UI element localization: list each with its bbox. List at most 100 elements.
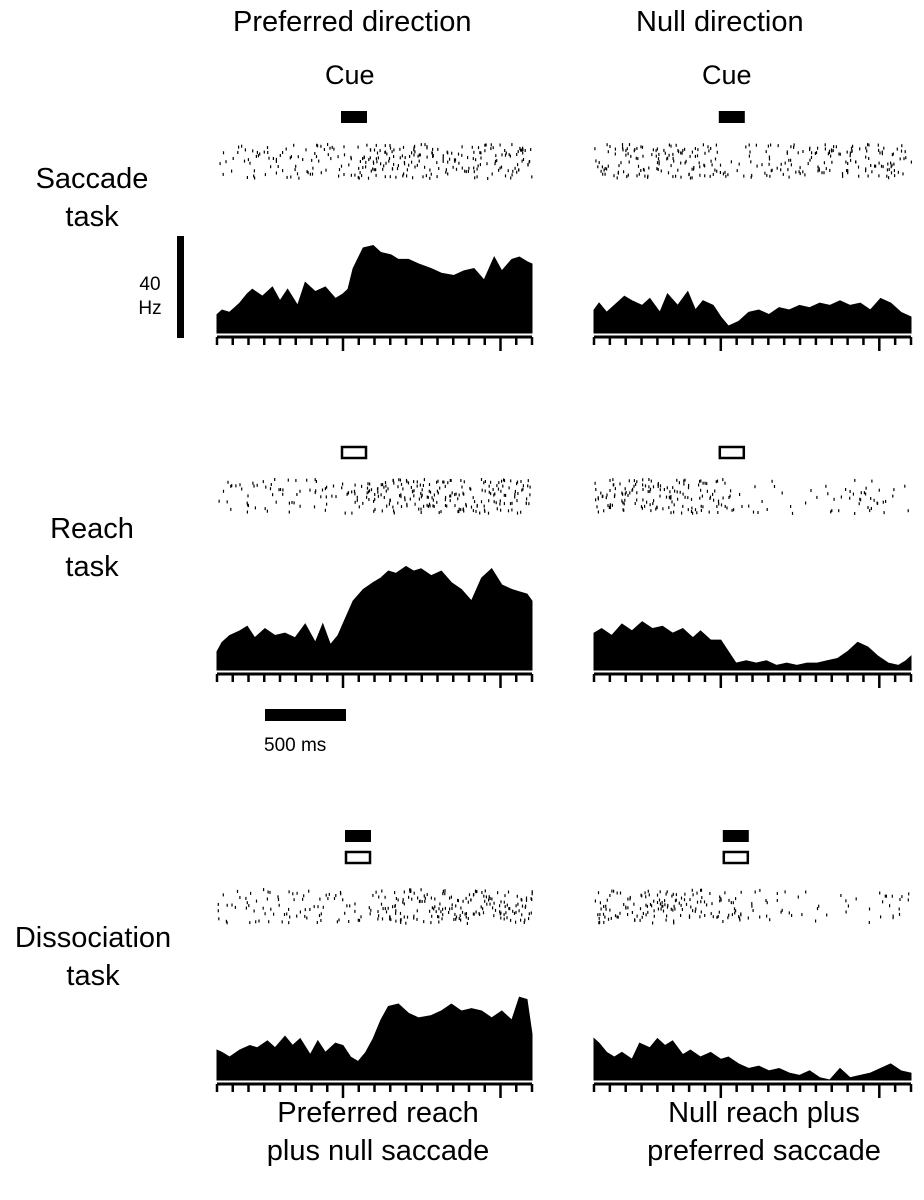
raster-spike	[637, 157, 639, 161]
raster-spike	[878, 488, 880, 492]
raster-spike	[733, 907, 736, 911]
raster-spike	[788, 911, 790, 915]
caption-line: plus null saccade	[266, 1135, 490, 1167]
raster-spike	[467, 169, 469, 173]
caption-line: Preferred reach	[277, 1097, 479, 1129]
raster-spike	[619, 482, 621, 486]
raster-spike	[327, 143, 329, 146]
raster-spike	[516, 482, 518, 486]
raster-spike	[305, 148, 307, 152]
raster-spike	[266, 509, 268, 513]
raster-spike	[668, 143, 670, 147]
raster-spike	[306, 478, 308, 482]
raster-spike	[475, 890, 477, 894]
raster-spike	[420, 491, 422, 495]
raster-spike	[393, 162, 395, 166]
raster-spike	[253, 174, 255, 178]
raster-spike	[611, 889, 613, 893]
raster-spike	[700, 900, 702, 904]
raster-spike	[821, 171, 823, 175]
raster-spike	[499, 499, 501, 503]
raster-spike	[626, 147, 628, 151]
raster-spike	[790, 505, 792, 508]
raster-spike	[309, 908, 311, 911]
row-label-saccade: Saccade task	[26, 160, 158, 236]
rate-scale-value: 40	[139, 274, 161, 295]
raster-spike	[461, 145, 463, 149]
raster-spike	[634, 502, 636, 505]
raster-spike	[704, 174, 706, 178]
raster-spike	[377, 917, 379, 921]
raster-spike	[434, 897, 436, 901]
raster-spike	[413, 916, 415, 920]
raster-spike	[655, 507, 657, 511]
psth-area	[216, 565, 533, 671]
raster-spike	[614, 147, 616, 151]
raster-spike	[324, 487, 326, 491]
raster-spike	[900, 149, 903, 153]
raster-spike	[817, 165, 819, 169]
raster-spike	[387, 906, 389, 910]
raster-spike	[269, 487, 272, 491]
raster-spike	[231, 169, 233, 173]
raster-spike	[378, 914, 380, 918]
raster-spike	[442, 154, 444, 158]
raster-spike	[691, 888, 693, 892]
raster-spike	[682, 492, 684, 496]
raster-spike	[699, 173, 701, 177]
raster-spike	[307, 171, 309, 175]
raster-spike	[860, 491, 862, 495]
raster-spike	[418, 507, 420, 511]
raster-spike	[406, 504, 408, 508]
raster-spike	[254, 176, 256, 180]
raster-spike	[499, 166, 501, 170]
raster-spike	[807, 162, 809, 166]
raster-spike	[511, 508, 513, 512]
raster-spike	[367, 482, 369, 486]
raster-spike	[797, 151, 799, 155]
raster-spike	[460, 906, 462, 910]
raster-spike	[619, 911, 621, 915]
raster-spike	[468, 166, 470, 170]
raster-spike	[722, 172, 724, 176]
raster-spike	[727, 173, 729, 177]
raster-spike	[374, 493, 376, 496]
raster-spike	[651, 904, 653, 908]
raster-spike	[287, 478, 289, 482]
raster-spike	[521, 913, 523, 917]
raster-spike	[716, 150, 718, 154]
raster-spike	[614, 914, 617, 918]
raster-spike	[670, 494, 672, 498]
raster-spike	[423, 894, 425, 898]
raster-spike	[847, 162, 849, 165]
raster-spike	[892, 152, 894, 156]
raster-spike	[482, 907, 484, 911]
raster-spike	[354, 483, 356, 487]
raster-spike	[653, 914, 655, 918]
raster-spike	[325, 495, 327, 499]
raster-spike	[422, 175, 424, 179]
raster-spike	[787, 168, 789, 172]
raster-spike	[896, 147, 898, 151]
raster-spike	[816, 495, 818, 499]
raster-spike	[288, 921, 290, 925]
raster-spike	[674, 489, 676, 493]
raster-spike	[448, 911, 450, 914]
raster-spike	[675, 143, 677, 147]
raster-spike	[697, 148, 699, 152]
raster-spike	[657, 907, 659, 911]
raster-spike	[420, 143, 422, 147]
raster-spike	[458, 493, 460, 497]
raster-spike	[483, 508, 486, 512]
raster-spike	[603, 905, 605, 908]
raster-spike	[514, 489, 516, 493]
raster-spike	[510, 918, 512, 922]
raster-spike	[370, 488, 373, 492]
raster-spike	[449, 157, 451, 161]
raster-spike	[756, 164, 758, 168]
raster-spike	[759, 888, 761, 892]
raster-spike	[288, 890, 290, 894]
raster-spike	[878, 148, 880, 152]
raster-spike	[470, 487, 472, 491]
raster-spike	[612, 478, 614, 482]
